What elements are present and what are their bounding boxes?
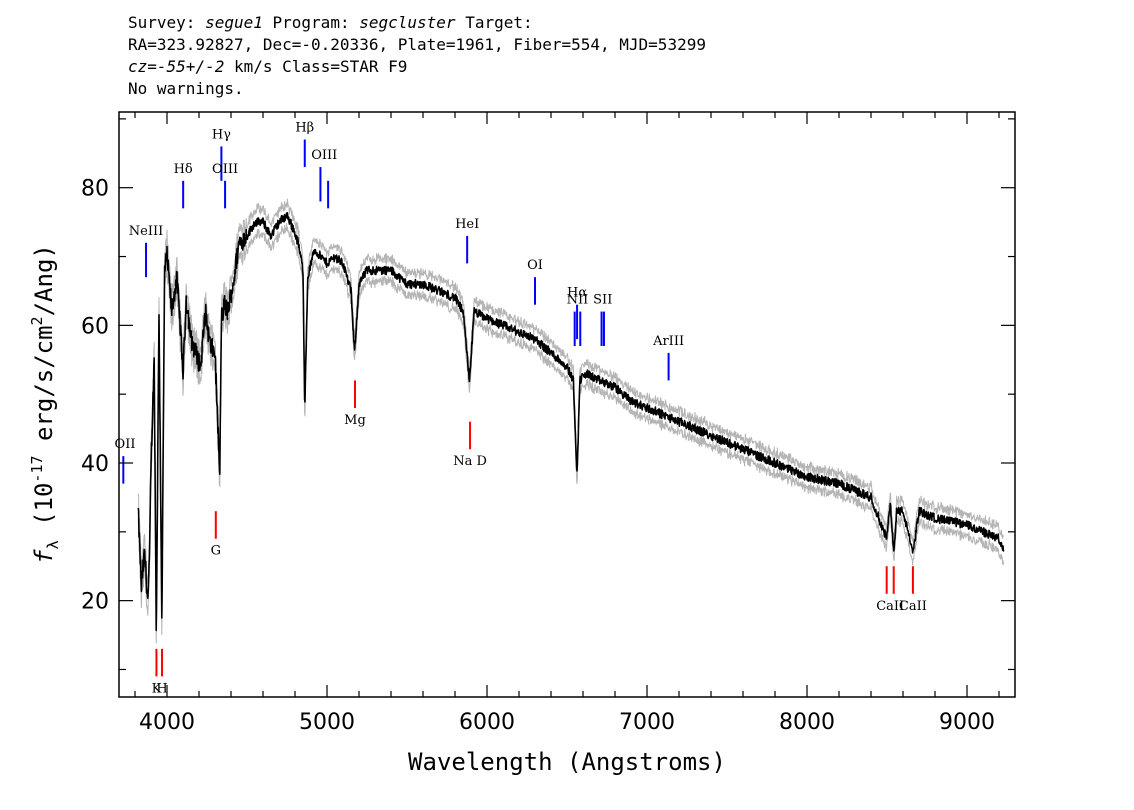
- program-name: segcluster: [359, 13, 456, 32]
- absorption-line-label-0: K: [152, 681, 162, 696]
- warnings-text: No warnings.: [128, 79, 244, 98]
- survey-name: segue1: [205, 13, 263, 32]
- emission-line-label-0: OII: [115, 437, 136, 452]
- cz-value: -55+/-2: [156, 57, 225, 76]
- absorption-line-label-3: Mg: [344, 413, 366, 428]
- emission-line-label-8: OI: [527, 258, 543, 273]
- x-tick-label: 6000: [459, 710, 515, 735]
- header-line-1: Survey: segue1 Program: segcluster Targe…: [128, 12, 706, 34]
- emission-line-label-3: Hγ: [212, 127, 231, 142]
- emission-line-label-11: SII: [593, 293, 612, 308]
- absorption-line-label-5: CaII: [876, 599, 904, 614]
- plot-frame: [118, 111, 1016, 698]
- class-text: Class=STAR F9: [282, 57, 408, 76]
- spectrum-header: Survey: segue1 Program: segcluster Targe…: [128, 12, 706, 100]
- y-tick-label: 60: [81, 314, 109, 339]
- y-tick-label: 20: [81, 590, 109, 615]
- absorption-line-label-1: H: [156, 681, 167, 696]
- absorption-line-label-4: Na D: [453, 454, 487, 469]
- x-axis-title: Wavelength (Angstroms): [408, 748, 726, 776]
- emission-line-label-1: NeIII: [129, 224, 163, 239]
- cz-label: cz=: [128, 57, 157, 76]
- y-tick-label: 40: [81, 452, 109, 477]
- emission-line-label-2: Hδ: [174, 162, 193, 177]
- y-tick-label: 80: [81, 177, 109, 202]
- absorption-line-label-6: CaII: [899, 599, 927, 614]
- x-tick-label: 4000: [139, 710, 195, 735]
- x-tick-label: 9000: [939, 710, 995, 735]
- error-upper-line: [137, 198, 1004, 617]
- program-label: Program:: [272, 13, 350, 32]
- flux-line: [137, 212, 1005, 632]
- emission-line-label-7: HeI: [455, 217, 479, 232]
- emission-line-label-6: OIII: [311, 148, 337, 163]
- emission-line-label-5: Hβ: [295, 121, 314, 136]
- emission-line-label-9: NII: [567, 293, 589, 308]
- absorption-line-label-2: G: [211, 544, 221, 559]
- x-tick-label: 8000: [779, 710, 835, 735]
- x-tick-label: 7000: [619, 710, 675, 735]
- target-label: Target:: [465, 13, 533, 32]
- header-line-2: RA=323.92827, Dec=-0.20336, Plate=1961, …: [128, 35, 706, 54]
- y-axis-title: fλ (10-17 erg/s/cm2/Ang): [28, 244, 62, 564]
- error-lower-line: [137, 223, 1005, 644]
- emission-line-label-12: ArIII: [652, 334, 684, 349]
- cz-unit: km/s: [233, 57, 273, 76]
- header-line-3: cz=-55+/-2 km/s Class=STAR F9: [128, 56, 706, 78]
- survey-label: Survey:: [128, 13, 196, 32]
- emission-line-label-10: Hα: [567, 286, 587, 301]
- emission-line-label-4: OIII: [212, 162, 238, 177]
- x-tick-label: 5000: [299, 710, 355, 735]
